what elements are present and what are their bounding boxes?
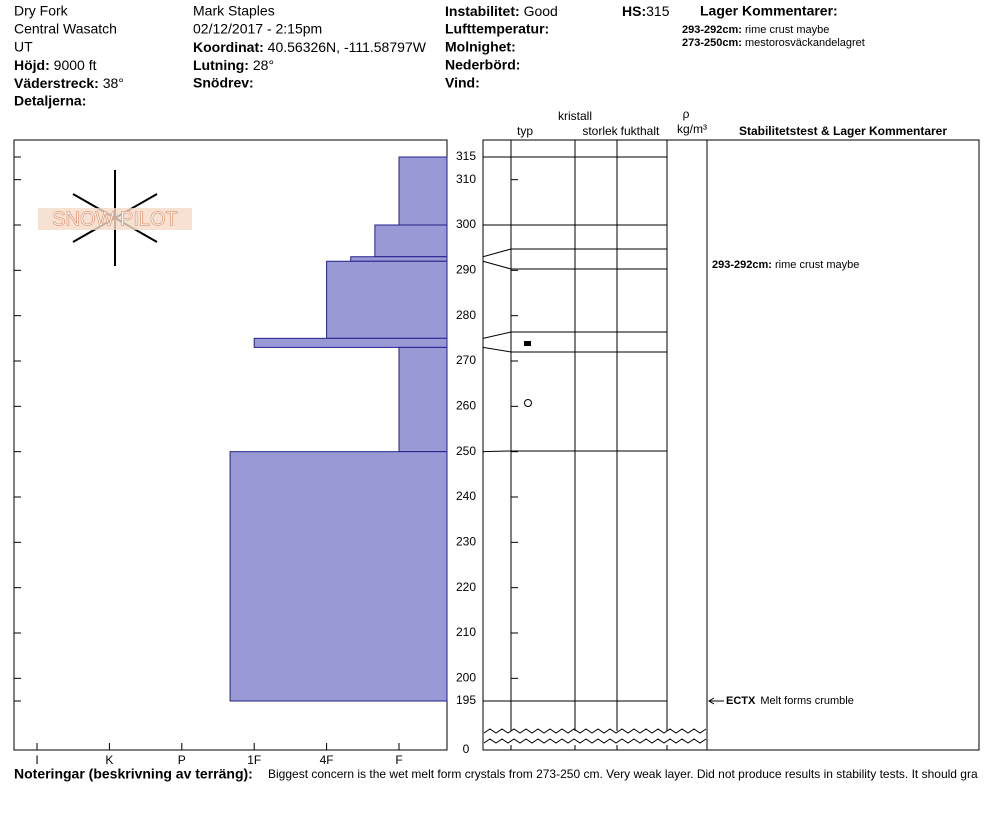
break-line — [483, 728, 707, 734]
value: 40.56326N, -111.58797W — [268, 39, 427, 55]
elevation: Höjd: 9000 ft — [14, 57, 97, 73]
hardness-bar — [253, 337, 448, 348]
x-tick-label: F — [395, 753, 402, 767]
y-tick-label: 250 — [456, 444, 476, 458]
details: Detaljerna: — [14, 93, 86, 109]
grain-frame — [482, 139, 980, 751]
value: 28° — [253, 57, 274, 73]
comment: 293-292cm: rime crust maybe — [712, 259, 859, 271]
y-tick-label: 195 — [456, 693, 476, 707]
label: Koordinat: — [193, 39, 264, 55]
range: 293-292cm: — [712, 259, 772, 271]
sky: Molnighet: — [445, 39, 516, 55]
slope: Lutning: 28° — [193, 57, 274, 73]
range: Central Wasatch — [14, 21, 117, 37]
text: Melt forms crumble — [760, 695, 854, 707]
text: rime crust maybe — [745, 24, 829, 36]
density-unit: kg/m³ — [677, 122, 707, 136]
logo: SNOW PILOT — [38, 170, 192, 266]
aspect: Väderstreck: 38° — [14, 75, 124, 91]
x-tick-label: 1F — [247, 753, 261, 767]
wind: Vind: — [445, 75, 480, 91]
code: ECTX — [726, 695, 756, 707]
y-tick-label: 220 — [456, 580, 476, 594]
label: HS: — [622, 3, 646, 19]
crystal: kristall — [558, 109, 592, 123]
y-tick-label: 280 — [456, 308, 476, 322]
logo-band — [38, 208, 192, 230]
grain-symbol — [524, 341, 531, 346]
value: 315 — [646, 3, 670, 19]
layer-line — [482, 450, 667, 453]
x-tick-label: K — [105, 753, 113, 767]
layer-line — [482, 331, 667, 339]
hardness-bar — [350, 256, 448, 262]
datetime: 02/12/2017 - 2:15pm — [193, 21, 322, 37]
y-tick-label: 240 — [456, 489, 476, 503]
layer-line — [482, 260, 667, 270]
moisture: fukthalt — [621, 124, 660, 138]
range: 293-292cm: — [682, 24, 742, 36]
x-tick-label: I — [35, 753, 38, 767]
observer: Mark Staples — [193, 3, 275, 19]
layer-line — [482, 248, 667, 258]
hardness-bar — [398, 156, 448, 226]
layer-line — [482, 346, 667, 353]
value: 9000 ft — [54, 57, 97, 73]
density-symbol: ρ — [683, 107, 690, 121]
label: Väderstreck: — [14, 75, 99, 91]
notes: Biggest concern is the wet melt form cry… — [268, 767, 978, 781]
y-tick-label: 270 — [456, 353, 476, 367]
value: Good — [524, 3, 558, 19]
y-tick-label: 230 — [456, 535, 476, 549]
grain-symbol — [524, 399, 532, 407]
layer-comments-title: Lager Kommentarer: — [700, 3, 838, 19]
wind-loading: Snödrev: — [193, 75, 254, 91]
hs: HS:315 — [622, 3, 670, 19]
label: Instabilitet: — [445, 3, 520, 19]
label: Höjd: — [14, 57, 50, 73]
test: ECTX Melt forms crumble — [726, 695, 854, 707]
size: storlek — [582, 124, 618, 138]
label: Lutning: — [193, 57, 249, 73]
y-tick-label: 210 — [456, 625, 476, 639]
text: mestorosväckandelagret — [745, 37, 865, 49]
column-headers: kristall typ storlek fukthalt ρ kg/m³ St… — [517, 107, 947, 138]
layer-comment: 273-250cm: mestorosväckandelagret — [682, 37, 865, 49]
logo-text: SNOW PILOT — [52, 208, 178, 230]
hardness-bar — [374, 224, 448, 258]
state: UT — [14, 39, 33, 55]
precip: Nederbörd: — [445, 57, 520, 73]
y-tick-label: 0 — [463, 742, 470, 756]
air-temp: Lufttemperatur: — [445, 21, 549, 37]
y-tick-label: 260 — [456, 399, 476, 413]
y-tick-label: 300 — [456, 217, 476, 231]
header: Dry Fork Central Wasatch UT Höjd: 9000 f… — [14, 3, 865, 109]
range: 273-250cm: — [682, 37, 742, 49]
frame — [482, 139, 980, 751]
value: 38° — [103, 75, 124, 91]
break-bg — [484, 731, 706, 745]
notes-label: Noteringar (beskrivning av terräng): — [14, 766, 253, 782]
layer-comment: 293-292cm: rime crust maybe — [682, 24, 829, 36]
stability: Instabilitet: Good — [445, 3, 558, 19]
y-tick-label: 315 — [456, 149, 476, 163]
y-tick-label: 200 — [456, 671, 476, 685]
hardness-bar — [398, 346, 448, 453]
stability-header: Stabilitetstest & Lager Kommentarer — [739, 124, 947, 138]
x-tick-label: 4F — [320, 753, 334, 767]
location: Dry Fork — [14, 3, 69, 19]
hardness-bar — [229, 451, 448, 702]
hardness-bar — [326, 260, 448, 339]
y-tick-label: 310 — [456, 172, 476, 186]
type: typ — [517, 124, 533, 138]
coord: Koordinat: 40.56326N, -111.58797W — [193, 39, 427, 55]
y-tick-label: 290 — [456, 263, 476, 277]
arrow-head — [708, 697, 715, 705]
break-line — [483, 738, 707, 744]
text: rime crust maybe — [775, 259, 859, 271]
x-tick-label: P — [178, 753, 186, 767]
